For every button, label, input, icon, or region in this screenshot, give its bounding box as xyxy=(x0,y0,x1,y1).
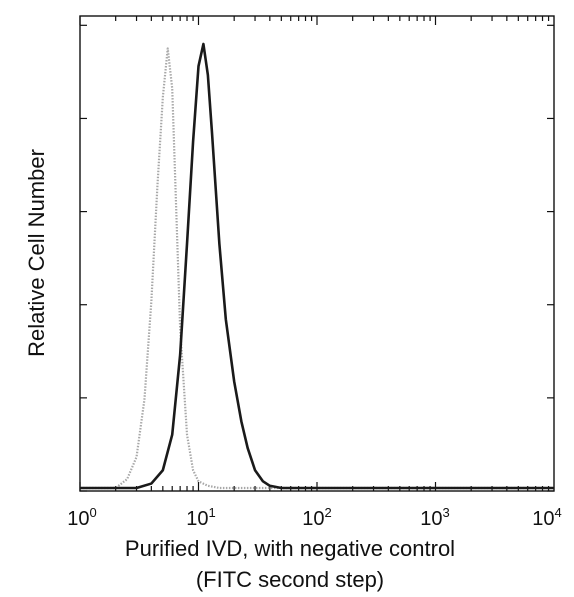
x-tick-label-1: 101 xyxy=(186,505,215,530)
x-tick-label-2: 102 xyxy=(302,505,331,530)
plot-frame xyxy=(79,15,555,492)
y-axis-ticks xyxy=(80,24,554,492)
y-axis-title: Relative Cell Number xyxy=(24,149,49,357)
x-tick-label-4: 104 xyxy=(532,505,561,530)
series-ivd-curve xyxy=(80,42,554,490)
x-tick-label-0: 100 xyxy=(67,505,96,530)
x-axis-title-line2: (FITC second step) xyxy=(196,567,384,592)
x-axis-title: Purified IVD, with negative control xyxy=(125,536,455,561)
series-layer xyxy=(80,42,554,490)
series-negative-control-curve xyxy=(80,47,554,490)
x-tick-label-3: 103 xyxy=(420,505,449,530)
